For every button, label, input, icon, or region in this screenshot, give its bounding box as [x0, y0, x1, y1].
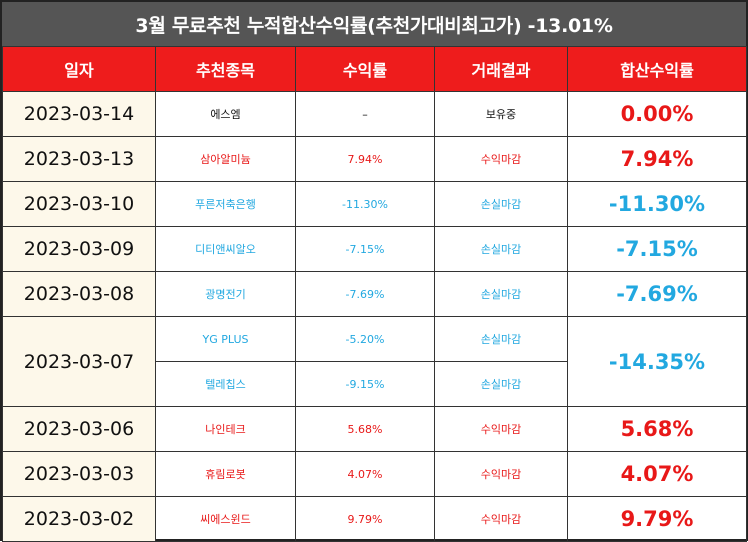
header-return: 수익률: [295, 46, 435, 92]
header-cumulative-return: 합산수익률: [567, 46, 747, 92]
table-row: 2023-03-13 삼아알미늄 7.94% 수익마감 7.94%: [2, 136, 747, 182]
return-cell: -9.15%: [295, 361, 435, 407]
return-cell: -5.20%: [295, 316, 435, 362]
cumulative-return-cell: -11.30%: [567, 181, 747, 227]
trade-result-cell: 손실마감: [434, 181, 568, 227]
table-row: 2023-03-07 YG PLUS -5.20% 손실마감 -14.35%: [2, 316, 747, 407]
return-cell: -11.30%: [295, 181, 435, 227]
stock-name-cell: 에스엠: [155, 91, 296, 137]
date-cell: 2023-03-08: [2, 271, 156, 317]
table-row: 2023-03-09 디티앤씨알오 -7.15% 손실마감 -7.15%: [2, 226, 747, 272]
stock-name-cell: 삼아알미늄: [155, 136, 296, 182]
cumulative-return-cell: 0.00%: [567, 91, 747, 137]
date-cell: 2023-03-14: [2, 91, 156, 137]
return-cell: 5.68%: [295, 406, 435, 452]
trade-result-cell: 수익마감: [434, 496, 568, 542]
trade-result-cell: 보유중: [434, 91, 568, 137]
cumulative-return-cell: 5.68%: [567, 406, 747, 452]
table-row: 2023-03-14 에스엠 – 보유중 0.00%: [2, 91, 747, 137]
return-cell: –: [295, 91, 435, 137]
table-header-row: 일자 추천종목 수익률 거래결과 합산수익률: [2, 46, 747, 92]
date-cell: 2023-03-03: [2, 451, 156, 497]
stock-name-cell: 광명전기: [155, 271, 296, 317]
trade-result-cell: 수익마감: [434, 406, 568, 452]
stock-name-cell: 나인테크: [155, 406, 296, 452]
header-trade-result: 거래결과: [434, 46, 568, 92]
page-title: 3월 무료추천 누적합산수익률(추천가대비최고가) -13.01%: [2, 2, 746, 46]
stock-name-cell: 휴림로봇: [155, 451, 296, 497]
table-row: 2023-03-06 나인테크 5.68% 수익마감 5.68%: [2, 406, 747, 452]
cumulative-return-cell: 7.94%: [567, 136, 747, 182]
cumulative-return-cell: 9.79%: [567, 496, 747, 542]
return-cell: 7.94%: [295, 136, 435, 182]
date-cell: 2023-03-07: [2, 316, 156, 407]
trade-result-cell: 손실마감: [434, 316, 568, 362]
return-cell: -7.69%: [295, 271, 435, 317]
cumulative-return-cell: -7.69%: [567, 271, 747, 317]
date-cell: 2023-03-09: [2, 226, 156, 272]
table-row: 2023-03-10 푸른저축은행 -11.30% 손실마감 -11.30%: [2, 181, 747, 227]
table-row: 2023-03-02 씨에스윈드 9.79% 수익마감 9.79%: [2, 496, 747, 542]
stock-name-cell: 씨에스윈드: [155, 496, 296, 542]
trade-result-cell: 손실마감: [434, 271, 568, 317]
table-row: 텔레칩스 -9.15% 손실마감: [3, 361, 747, 407]
header-date: 일자: [2, 46, 156, 92]
header-stock: 추천종목: [155, 46, 296, 92]
table-row: 2023-03-03 휴림로봇 4.07% 수익마감 4.07%: [2, 451, 747, 497]
return-cell: 9.79%: [295, 496, 435, 542]
stock-name-cell: 텔레칩스: [155, 361, 296, 407]
trade-result-cell: 손실마감: [434, 226, 568, 272]
table-row: 2023-03-08 광명전기 -7.69% 손실마감 -7.69%: [2, 271, 747, 317]
date-cell: 2023-03-06: [2, 406, 156, 452]
cumulative-return-cell: -14.35%: [567, 316, 747, 407]
cumulative-return-cell: -7.15%: [567, 226, 747, 272]
date-cell: 2023-03-10: [2, 181, 156, 227]
date-cell: 2023-03-02: [2, 496, 156, 542]
stock-name-cell: YG PLUS: [155, 316, 296, 362]
date-cell: 2023-03-13: [2, 136, 156, 182]
trade-result-cell: 수익마감: [434, 451, 568, 497]
stock-name-cell: 디티앤씨알오: [155, 226, 296, 272]
stock-name-cell: 푸른저축은행: [155, 181, 296, 227]
recommendation-table: 일자 추천종목 수익률 거래결과 합산수익률 2023-03-14 에스엠 – …: [2, 46, 747, 542]
return-cell: -7.15%: [295, 226, 435, 272]
return-cell: 4.07%: [295, 451, 435, 497]
trade-result-cell: 손실마감: [434, 361, 568, 407]
trade-result-cell: 수익마감: [434, 136, 568, 182]
cumulative-return-cell: 4.07%: [567, 451, 747, 497]
